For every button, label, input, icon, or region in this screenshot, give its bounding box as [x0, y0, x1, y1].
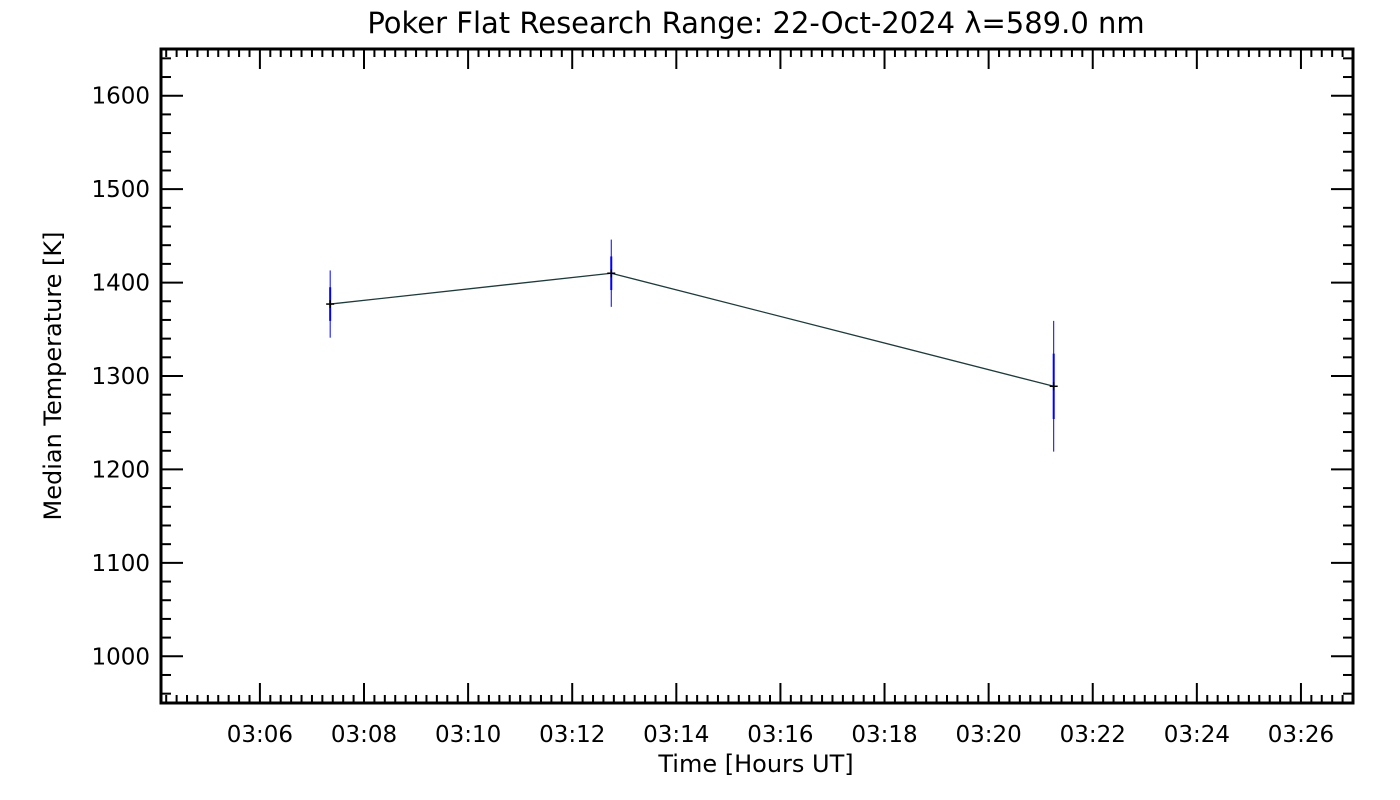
- x-tick-label: 03:08: [331, 722, 397, 748]
- y-tick-label: 1300: [91, 364, 150, 390]
- x-tick-label: 03:14: [643, 722, 709, 748]
- data-series: [326, 239, 1058, 452]
- y-tick-label: 1200: [91, 457, 150, 483]
- y-axis-label: Median Temperature [K]: [39, 231, 67, 520]
- y-tick-label: 1600: [91, 84, 150, 110]
- x-tick-label: 03:26: [1268, 722, 1334, 748]
- plot-frame: [159, 47, 1355, 705]
- y-tick-label: 1500: [91, 177, 150, 203]
- x-tick-label: 03:24: [1164, 722, 1230, 748]
- x-tick-label: 03:16: [747, 722, 813, 748]
- x-tick-label: 03:20: [955, 722, 1021, 748]
- x-tick-labels: 03:06 03:08 03:10 03:12 03:14 03:16 03:18 03:20…: [227, 722, 1334, 748]
- axis-ticks: [161, 49, 1354, 703]
- y-tick-label: 1400: [91, 271, 150, 297]
- x-tick-label: 03:22: [1060, 722, 1126, 748]
- chart-title: Poker Flat Research Range: 22-Oct-2024 λ…: [367, 6, 1144, 40]
- y-tick-labels: 1000 1100 1200 1300 1400 1500 1600: [91, 84, 150, 671]
- x-tick-label: 03:06: [227, 722, 293, 748]
- x-tick-label: 03:12: [539, 722, 605, 748]
- y-tick-label: 1100: [91, 551, 150, 577]
- x-tick-label: 03:10: [435, 722, 501, 748]
- series-line: [330, 272, 1054, 387]
- y-tick-label: 1000: [91, 644, 150, 670]
- x-tick-label: 03:18: [851, 722, 917, 748]
- x-axis-label: Time [Hours UT]: [657, 750, 853, 778]
